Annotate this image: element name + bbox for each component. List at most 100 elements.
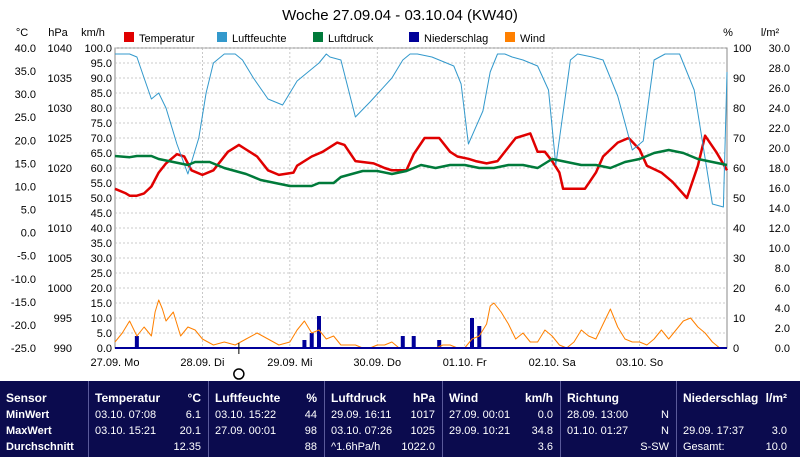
stat-max-date: 03.10. 07:26 — [331, 425, 393, 437]
stat-avg-date: ^1.6hPa/h — [331, 441, 381, 453]
wind-tick-label: 75.0 — [91, 118, 112, 130]
wind-tick-label: 40.0 — [91, 223, 112, 235]
humidity-tick-label: 100 — [733, 43, 751, 55]
pressure-tick-label: 1030 — [48, 103, 72, 115]
legend-swatch — [217, 32, 227, 42]
rain-tick-label: 26.0 — [769, 83, 790, 95]
pressure-tick-label: 1020 — [48, 163, 72, 175]
stat-section-title: Niederschlag — [683, 391, 759, 405]
legend-entry: Luftfeuchte — [232, 33, 286, 45]
wind-tick-label: 35.0 — [91, 238, 112, 250]
wind-tick-label: 0.0 — [97, 343, 112, 355]
rain-bar — [317, 316, 321, 348]
humidity-tick-label: 30 — [733, 253, 745, 265]
humidity-tick-label: 10 — [733, 313, 745, 325]
wind-tick-label: 100.0 — [84, 43, 112, 55]
stat-section-unit: l/m² — [765, 391, 787, 405]
rain-bar — [477, 326, 482, 348]
series-line-luftfeuchte — [115, 53, 728, 208]
stat-section-unit: hPa — [412, 391, 435, 405]
humidity-tick-label: 80 — [733, 103, 745, 115]
temp-tick-label: 15.0 — [15, 158, 36, 170]
min-row-label: MinWert — [6, 409, 50, 421]
rain-tick-label: 12.0 — [769, 223, 790, 235]
stat-max-value: 98 — [304, 425, 317, 437]
temp-tick-label: -5.0 — [17, 251, 36, 263]
pressure-tick-label: 1025 — [48, 133, 72, 145]
legend-entry: Luftdruck — [328, 33, 374, 45]
statistics-table: Sensor MinWert MaxWert Durchschnitt Temp… — [0, 381, 800, 457]
series-line-luftdruck — [114, 148, 728, 188]
temp-tick-label: -20.0 — [11, 320, 36, 332]
temp-unit-label: °C — [16, 27, 28, 39]
rain-tick-label: 18.0 — [769, 163, 790, 175]
chart-grid — [114, 47, 728, 349]
temp-tick-label: -15.0 — [11, 297, 36, 309]
stat-section-niederschlag: Niederschlag l/m² 29.09. 17:37 3.0 Gesamt: 10… — [676, 381, 795, 457]
sensor-header: Sensor — [6, 391, 47, 405]
x-tick-label: 27.09. Mo — [91, 357, 140, 369]
max-row-label: MaxWert — [6, 425, 52, 437]
stat-section-unit: °C — [187, 391, 201, 405]
stat-avg-value: S-SW — [640, 441, 669, 453]
x-tick-label: 28.09. Di — [180, 357, 224, 369]
wind-tick-label: 30.0 — [91, 253, 112, 265]
rain-bar — [309, 333, 314, 348]
stat-max-value: N — [661, 425, 669, 437]
pressure-tick-label: 995 — [54, 313, 72, 325]
pressure-tick-label: 1010 — [48, 223, 72, 235]
rain-unit-label: l/m² — [761, 27, 780, 39]
chart-title: Woche 27.09.04 - 03.10.04 (KW40) — [282, 7, 518, 24]
pressure-tick-label: 1040 — [48, 43, 72, 55]
rain-tick-label: 4.0 — [775, 303, 790, 315]
stat-avg-value: 1022.0 — [401, 441, 435, 453]
rain-tick-label: 24.0 — [769, 103, 790, 115]
stat-avg-value: 88 — [304, 441, 317, 453]
humidity-tick-label: 90 — [733, 73, 745, 85]
stat-section-unit: % — [306, 391, 317, 405]
humidity-tick-label: 50 — [733, 193, 745, 205]
stat-section-unit: km/h — [524, 391, 553, 405]
wind-tick-label: 85.0 — [91, 88, 112, 100]
temp-tick-label: -25.0 — [11, 343, 36, 355]
legend-swatch — [313, 32, 323, 42]
x-tick-label: 29.09. Mi — [267, 357, 312, 369]
rain-tick-label: 22.0 — [769, 123, 790, 135]
stat-max-value: 34.8 — [531, 425, 553, 437]
wind-tick-label: 25.0 — [91, 268, 112, 280]
time-cursor[interactable] — [233, 343, 245, 380]
rain-tick-label: 16.0 — [769, 183, 790, 195]
stat-section-wind: Wind km/h 27.09. 00:01 0.0 29.09. 10:21 34.8 3… — [442, 381, 561, 457]
pressure-tick-label: 1035 — [48, 73, 72, 85]
rain-tick-label: 28.0 — [769, 63, 790, 75]
rain-tick-label: 2.0 — [775, 323, 790, 335]
wind-tick-label: 95.0 — [91, 58, 112, 70]
rain-tick-label: 14.0 — [769, 203, 790, 215]
series-line-temperatur — [114, 132, 729, 200]
pressure-tick-label: 1015 — [48, 193, 72, 205]
stat-avg-value: 10.0 — [765, 441, 787, 453]
stat-max-value: 3.0 — [771, 425, 787, 437]
pressure-unit-label: hPa — [48, 27, 68, 39]
stat-section-title: Richtung — [567, 391, 619, 405]
stat-section-title: Temperatur — [95, 391, 161, 405]
rain-tick-label: 0.0 — [775, 343, 790, 355]
stat-min-value: 0.0 — [537, 409, 553, 421]
stat-max-date: 29.09. 17:37 — [683, 425, 745, 437]
cursor-handle[interactable] — [233, 368, 245, 380]
temp-tick-label: 40.0 — [15, 43, 36, 55]
wind-tick-label: 10.0 — [91, 313, 112, 325]
wind-tick-label: 60.0 — [91, 163, 112, 175]
axis-units: °C hPa km/h% l/m² — [16, 27, 780, 39]
wind-tick-label: 15.0 — [91, 298, 112, 310]
rain-bar — [134, 336, 139, 348]
temp-tick-label: 25.0 — [15, 112, 36, 124]
stat-section-luftdruck: Luftdruck hPa 29.09. 16:11 1017 03.10. 07:26… — [324, 381, 443, 457]
wind-tick-label: 20.0 — [91, 283, 112, 295]
humidity-tick-label: 70 — [733, 133, 745, 145]
wind-tick-label: 70.0 — [91, 133, 112, 145]
avg-row-label: Durchschnitt — [6, 441, 74, 453]
stat-max-date: 27.09. 00:01 — [215, 425, 277, 437]
legend-swatch — [409, 32, 419, 42]
wind-unit-label: km/h — [81, 27, 105, 39]
